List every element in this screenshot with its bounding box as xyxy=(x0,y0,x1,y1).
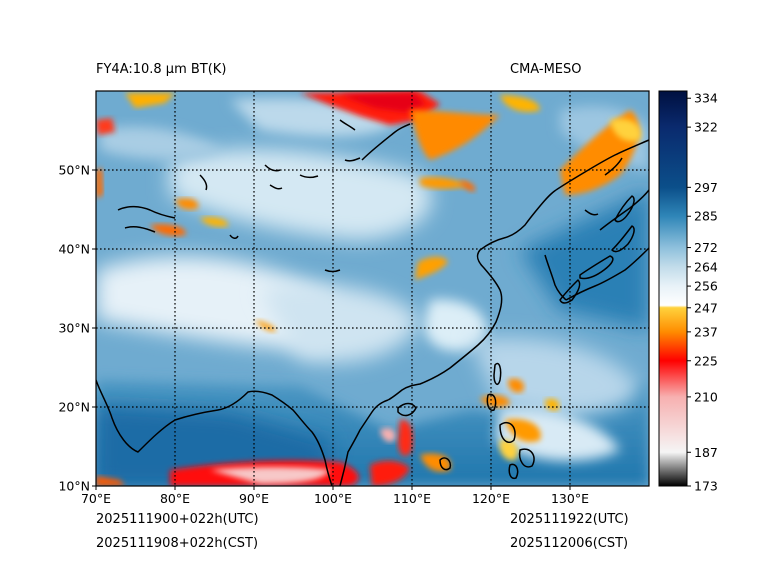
colorbar-tick-label: 334 xyxy=(694,91,718,106)
lat-tick-label: 20°N xyxy=(58,400,90,415)
colorbar-tick-label: 285 xyxy=(694,209,718,224)
lon-tick-label: 100°E xyxy=(314,491,352,506)
lon-tick-label: 90°E xyxy=(239,491,269,506)
colorbar-tick-label: 187 xyxy=(694,445,718,460)
brightness-temperature-field xyxy=(96,91,649,486)
lat-tick-label: 10°N xyxy=(58,479,90,494)
lat-tick-label: 50°N xyxy=(58,163,90,178)
colorbar-ticks: 334 322 297 285 272 264 256 247 237 225 210 187 173 xyxy=(687,91,718,494)
colorbar-tick-label: 237 xyxy=(694,324,718,339)
graticule xyxy=(96,91,649,486)
lat-tick-label: 30°N xyxy=(58,321,90,336)
latitude-axis: 10°N 20°N 30°N 40°N 50°N xyxy=(58,163,96,494)
valid-time-utc: 2025111922(UTC) xyxy=(510,512,629,527)
init-time-cst: 2025111908+022h(CST) xyxy=(96,536,259,551)
colorbar-frame xyxy=(658,90,688,487)
lon-tick-label: 130°E xyxy=(551,491,589,506)
island-outlines xyxy=(397,195,635,480)
colorbar-tick-label: 264 xyxy=(694,259,718,274)
lat-tick-label: 40°N xyxy=(58,242,90,257)
lon-tick-label: 70°E xyxy=(81,491,111,506)
colorbar-tick-label: 247 xyxy=(694,300,718,315)
colorbar: 334 322 297 285 272 264 256 247 237 225 210 187 173 xyxy=(658,90,718,494)
colorbar-tick-label: 322 xyxy=(694,120,718,135)
longitude-axis: 70°E 80°E 90°E 100°E 110°E 120°E 130°E xyxy=(81,486,589,506)
lon-tick-label: 120°E xyxy=(472,491,510,506)
figure-title-left: FY4A:10.8 µm BT(K) xyxy=(96,62,227,77)
lon-tick-label: 110°E xyxy=(393,491,431,506)
colorbar-tick-label: 225 xyxy=(694,353,718,368)
colorbar-tick-label: 272 xyxy=(694,240,718,255)
colorbar-tick-label: 297 xyxy=(694,180,718,195)
lon-tick-label: 80°E xyxy=(160,491,190,506)
colorbar-tick-label: 173 xyxy=(694,479,718,494)
figure-title-right: CMA-MESO xyxy=(510,62,582,77)
colorbar-gradient xyxy=(659,91,687,486)
valid-time-cst: 2025112006(CST) xyxy=(510,536,629,551)
colorbar-tick-label: 210 xyxy=(694,389,718,404)
init-time-utc: 2025111900+022h(UTC) xyxy=(96,512,259,527)
colorbar-tick-label: 256 xyxy=(694,279,718,294)
map-frame xyxy=(95,90,650,487)
